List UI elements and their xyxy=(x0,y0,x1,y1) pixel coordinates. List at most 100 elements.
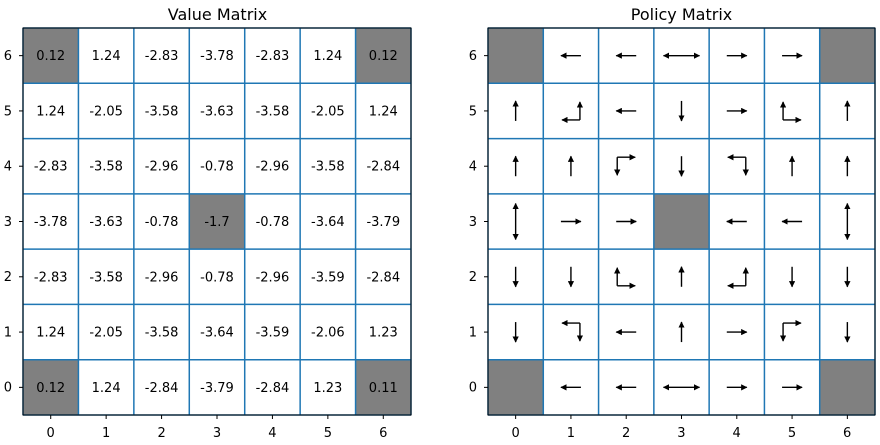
policy-cell-3-3 xyxy=(653,193,710,250)
value-label-5-1: -2.06 xyxy=(311,326,345,341)
value-cell-5-1 xyxy=(300,304,356,360)
value-label-2-3: -0.78 xyxy=(145,215,179,230)
value-cell-4-3 xyxy=(244,193,301,250)
value-matrix-frame xyxy=(22,27,412,416)
value-label-2-2: -2.96 xyxy=(145,270,179,285)
value-matrix-title: Value Matrix xyxy=(168,5,267,24)
policy-x-tick-0: 0 xyxy=(511,426,519,441)
policy-x-tick-1: 1 xyxy=(567,426,575,441)
value-label-0-1: 1.24 xyxy=(36,326,65,341)
value-y-tick-6: 6 xyxy=(4,49,12,64)
value-cell-5-5 xyxy=(300,83,356,139)
value-label-5-6: 1.24 xyxy=(313,49,342,64)
value-cell-0-1 xyxy=(23,304,79,360)
value-cell-4-1 xyxy=(244,304,301,360)
policy-cell-2-2 xyxy=(598,249,654,305)
policy-cell-2-4 xyxy=(598,138,654,194)
value-label-6-5: 1.24 xyxy=(369,104,398,119)
value-label-0-0: 0.12 xyxy=(36,381,65,396)
value-label-6-2: -2.84 xyxy=(366,270,400,285)
value-cell-4-0 xyxy=(244,359,301,415)
policy-matrix-panel: Policy Matrix 0 1 2 3 4 5 6 6 5 4 3 2 1 … xyxy=(469,5,876,441)
value-matrix-x-ticks: 0 1 2 3 4 5 6 xyxy=(47,426,388,441)
value-cell-6-5 xyxy=(355,83,411,139)
policy-y-tick-1: 1 xyxy=(469,325,477,340)
value-cell-4-5 xyxy=(244,83,301,139)
policy-matrix-title: Policy Matrix xyxy=(631,5,732,24)
value-x-tick-3: 3 xyxy=(213,426,221,441)
value-cell-2-5 xyxy=(133,83,190,139)
value-cell-1-3 xyxy=(78,193,134,250)
value-label-2-6: -2.83 xyxy=(145,49,179,64)
value-cell-2-3 xyxy=(133,193,190,250)
value-label-1-5: -2.05 xyxy=(89,104,123,119)
value-label-6-3: -3.79 xyxy=(366,215,400,230)
policy-matrix-x-ticks: 0 1 2 3 4 5 6 xyxy=(511,426,851,441)
policy-y-tick-3: 3 xyxy=(469,215,477,230)
policy-cell-5-1 xyxy=(764,304,820,360)
policy-y-tick-6: 6 xyxy=(469,49,477,64)
value-cell-4-2 xyxy=(244,249,301,305)
value-label-4-4: -2.96 xyxy=(256,160,290,175)
policy-y-tick-0: 0 xyxy=(469,381,477,396)
value-label-4-0: -2.84 xyxy=(256,381,290,396)
value-label-3-4: -0.78 xyxy=(200,160,234,175)
value-y-tick-3: 3 xyxy=(4,215,12,230)
value-cell-1-0 xyxy=(78,359,134,415)
value-label-3-3: -1.7 xyxy=(204,215,229,230)
value-label-1-1: -2.05 xyxy=(89,326,123,341)
value-cell-3-0 xyxy=(189,359,245,415)
value-label-3-5: -3.63 xyxy=(200,104,234,119)
policy-cell-5-5 xyxy=(764,83,820,139)
value-label-1-3: -3.63 xyxy=(89,215,123,230)
policy-matrix-cells xyxy=(488,28,875,415)
value-label-6-1: 1.23 xyxy=(369,326,398,341)
value-x-tick-5: 5 xyxy=(324,426,332,441)
value-cell-6-3 xyxy=(355,193,411,250)
value-label-3-2: -0.78 xyxy=(200,270,234,285)
value-y-tick-2: 2 xyxy=(4,270,12,285)
value-label-5-5: -2.05 xyxy=(311,104,345,119)
value-cell-6-0 xyxy=(355,359,411,415)
value-label-6-0: 0.11 xyxy=(369,381,398,396)
value-cell-6-1 xyxy=(355,304,411,360)
value-label-6-4: -2.84 xyxy=(366,160,400,175)
policy-matrix-frame xyxy=(487,27,876,416)
value-cell-3-5 xyxy=(189,83,245,139)
value-x-tick-4: 4 xyxy=(268,426,276,441)
value-cell-6-6 xyxy=(355,28,411,84)
value-label-6-6: 0.12 xyxy=(369,49,398,64)
policy-cell-1-1 xyxy=(543,304,599,360)
policy-cell-6-6 xyxy=(819,28,875,84)
value-cell-2-4 xyxy=(133,138,190,194)
value-x-tick-0: 0 xyxy=(47,426,55,441)
value-label-2-0: -2.84 xyxy=(145,381,179,396)
value-label-1-4: -3.58 xyxy=(89,160,123,175)
policy-y-tick-2: 2 xyxy=(469,270,477,285)
value-label-1-2: -3.58 xyxy=(89,270,123,285)
value-label-3-1: -3.64 xyxy=(200,326,234,341)
value-cell-0-6 xyxy=(23,28,79,84)
value-label-2-4: -2.96 xyxy=(145,160,179,175)
value-y-tick-1: 1 xyxy=(4,325,12,340)
value-cell-5-2 xyxy=(300,249,356,305)
value-x-tick-2: 2 xyxy=(157,426,165,441)
value-cell-1-1 xyxy=(78,304,134,360)
value-label-0-2: -2.83 xyxy=(34,270,68,285)
value-label-3-6: -3.78 xyxy=(200,49,234,64)
value-cell-1-6 xyxy=(78,28,134,84)
policy-cell-0-6 xyxy=(488,28,544,84)
value-label-0-3: -3.78 xyxy=(34,215,68,230)
value-label-5-3: -3.64 xyxy=(311,215,345,230)
value-label-4-6: -2.83 xyxy=(256,49,290,64)
value-cell-4-4 xyxy=(244,138,301,194)
value-label-4-3: -0.78 xyxy=(256,215,290,230)
value-matrix-y-ticks: 6 5 4 3 2 1 0 xyxy=(4,49,12,396)
value-label-0-5: 1.24 xyxy=(36,104,65,119)
value-x-tick-6: 6 xyxy=(379,426,387,441)
value-cell-5-6 xyxy=(300,28,356,84)
value-label-5-0: 1.23 xyxy=(313,381,342,396)
value-cell-5-4 xyxy=(300,138,356,194)
value-label-2-5: -3.58 xyxy=(145,104,179,119)
policy-cell-4-4 xyxy=(709,138,765,194)
